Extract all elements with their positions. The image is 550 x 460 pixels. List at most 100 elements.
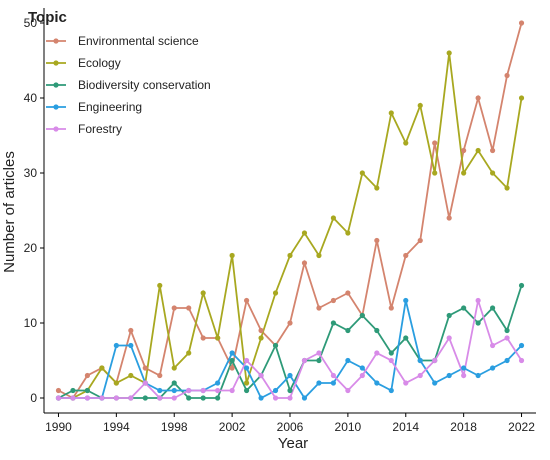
data-point-forestry [518, 357, 525, 364]
x-tick-label: 1990 [45, 420, 72, 434]
data-point-ecology [359, 170, 365, 176]
legend-swatch-marker [53, 82, 59, 88]
data-point-ecology [99, 365, 105, 371]
data-point-forestry [316, 350, 322, 356]
y-tick-label: 10 [24, 316, 38, 330]
data-point-ecology [330, 215, 337, 221]
data-point-ecology [287, 252, 293, 259]
y-axis-title: Number of articles [1, 151, 18, 273]
series-points [55, 20, 525, 401]
x-tick-label: 2018 [450, 420, 477, 434]
data-point-ecology [475, 147, 481, 154]
data-point-environmental-science [157, 372, 163, 379]
data-point-biodiversity-conservation [142, 395, 148, 401]
data-point-biodiversity-conservation [171, 380, 177, 386]
data-point-forestry [461, 372, 467, 379]
data-point-engineering [432, 380, 438, 386]
data-point-engineering [301, 395, 308, 401]
data-point-ecology [504, 185, 510, 191]
data-point-ecology [446, 50, 452, 56]
data-point-environmental-science [229, 365, 235, 371]
data-point-forestry [388, 357, 394, 364]
data-point-ecology [113, 380, 119, 386]
y-tick-label: 0 [30, 391, 37, 405]
data-point-biodiversity-conservation [84, 387, 91, 394]
data-point-forestry [186, 387, 192, 394]
data-point-engineering [345, 357, 351, 364]
y-tick-label: 20 [24, 241, 38, 255]
legend-label-biodiversity-conservation: Biodiversity conservation [78, 78, 211, 92]
data-point-biodiversity-conservation [330, 320, 337, 326]
data-point-forestry [84, 395, 91, 401]
data-point-ecology [461, 170, 467, 176]
data-point-engineering [475, 372, 481, 379]
data-point-ecology [272, 290, 279, 296]
data-point-environmental-science [243, 297, 250, 304]
data-point-environmental-science [461, 147, 467, 154]
data-point-biodiversity-conservation [374, 327, 380, 334]
data-point-environmental-science [55, 387, 62, 394]
data-point-ecology [229, 252, 235, 259]
data-point-biodiversity-conservation [388, 350, 394, 356]
data-point-forestry [359, 372, 365, 379]
data-point-environmental-science [475, 95, 481, 101]
data-point-engineering [243, 365, 250, 371]
data-point-ecology [388, 110, 394, 116]
data-point-ecology [243, 380, 250, 386]
data-point-engineering [504, 357, 510, 364]
legend-label-forestry: Forestry [78, 122, 122, 136]
data-point-engineering [446, 372, 452, 379]
data-point-engineering [359, 365, 365, 371]
x-tick-label: 2006 [277, 420, 304, 434]
legend-label-ecology: Ecology [78, 56, 121, 70]
data-point-ecology [171, 365, 177, 371]
data-point-engineering [330, 380, 337, 386]
x-axis-title: Year [278, 435, 308, 452]
data-point-engineering [417, 357, 423, 364]
data-point-biodiversity-conservation [461, 305, 467, 311]
y-tick-label: 30 [24, 166, 38, 180]
data-point-forestry [504, 335, 510, 341]
data-point-ecology [518, 95, 525, 101]
data-point-forestry [128, 395, 134, 401]
x-tick-label: 2002 [219, 420, 246, 434]
data-point-ecology [489, 170, 496, 176]
data-point-environmental-science [301, 260, 308, 266]
data-point-ecology [200, 290, 206, 296]
legend-swatch-marker [53, 126, 59, 132]
data-point-forestry [475, 297, 481, 304]
data-point-forestry [243, 357, 250, 364]
data-point-environmental-science [403, 252, 409, 259]
data-point-environmental-science [200, 335, 206, 341]
data-point-forestry [229, 387, 235, 394]
data-point-ecology [301, 230, 308, 236]
data-point-biodiversity-conservation [287, 387, 293, 394]
data-point-environmental-science [432, 140, 438, 146]
data-point-forestry [113, 395, 119, 401]
data-point-environmental-science [186, 305, 192, 311]
legend: Topic Environmental science Ecology Biodive… [28, 9, 211, 136]
legend-label-engineering: Engineering [78, 100, 142, 114]
data-point-ecology [374, 185, 380, 191]
data-point-ecology [186, 350, 192, 356]
data-point-engineering [461, 365, 467, 371]
data-point-environmental-science [446, 215, 452, 221]
data-point-environmental-science [171, 305, 177, 311]
data-point-biodiversity-conservation [272, 342, 279, 349]
data-point-ecology [128, 372, 134, 379]
data-point-environmental-science [417, 237, 423, 244]
data-point-environmental-science [128, 327, 134, 334]
data-point-forestry [417, 372, 423, 379]
data-point-forestry [200, 387, 206, 394]
data-point-ecology [215, 335, 221, 341]
x-tick-label: 2014 [392, 420, 419, 434]
data-point-forestry [432, 357, 438, 364]
data-point-forestry [330, 372, 337, 379]
legend-title: Topic [28, 9, 67, 26]
data-point-environmental-science [518, 20, 525, 26]
data-point-environmental-science [142, 365, 148, 371]
data-point-engineering [374, 380, 380, 386]
data-point-engineering [258, 395, 264, 401]
